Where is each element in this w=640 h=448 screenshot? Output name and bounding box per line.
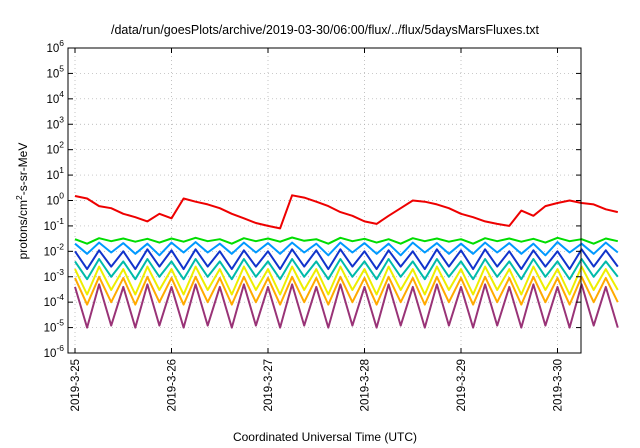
- x-tick-label: 2019-3-26: [167, 359, 179, 411]
- y-axis: 10-6 10-5 10-4 10-3 10-2 10-1 100 101 102 103 104 1…: [44, 38, 581, 360]
- series-group: [74, 194, 619, 329]
- series-line-2: [74, 241, 619, 257]
- x-tick-label: 2019-3-30: [553, 359, 565, 411]
- y-tick-label: 10-5: [44, 318, 65, 335]
- y-tick-label: 10-3: [44, 267, 65, 284]
- x-tick-label: 2019-3-28: [360, 359, 372, 411]
- chart-title: /data/run/goesPlots/archive/2019-03-30/0…: [111, 23, 540, 37]
- x-tick-label: 2019-3-25: [70, 359, 82, 411]
- y-tick-label: 106: [46, 38, 64, 55]
- series-line-7: [74, 283, 619, 329]
- y-tick-label: 103: [46, 114, 64, 131]
- y-tick-label: 101: [46, 165, 64, 182]
- series-line-6: [74, 275, 619, 306]
- series-line-0: [74, 194, 619, 230]
- y-tick-label: 10-2: [44, 241, 65, 258]
- x-tick-label: 2019-3-29: [456, 359, 468, 411]
- x-tick-label: 2019-3-27: [263, 359, 275, 411]
- grid: [68, 47, 581, 354]
- y-tick-label: 100: [46, 191, 64, 208]
- series-line-4: [74, 258, 619, 281]
- series-line-3: [74, 248, 619, 271]
- y-tick-label: 104: [46, 89, 64, 106]
- x-axis: 2019-3-25 2019-3-26 2019-3-27 2019-3-28 2019…: [70, 48, 565, 411]
- y-tick-label: 102: [46, 140, 64, 157]
- series-line-1: [74, 236, 619, 245]
- y-tick-label: 10-6: [44, 343, 65, 360]
- y-tick-label: 10-4: [44, 292, 65, 309]
- y-axis-label: protons/cm2-s-sr-MeV: [14, 143, 30, 260]
- x-axis-label: Coordinated Universal Time (UTC): [233, 430, 417, 444]
- y-tick-label: 10-1: [44, 216, 65, 233]
- y-tick-label: 105: [46, 63, 64, 80]
- series-line-5: [74, 265, 619, 296]
